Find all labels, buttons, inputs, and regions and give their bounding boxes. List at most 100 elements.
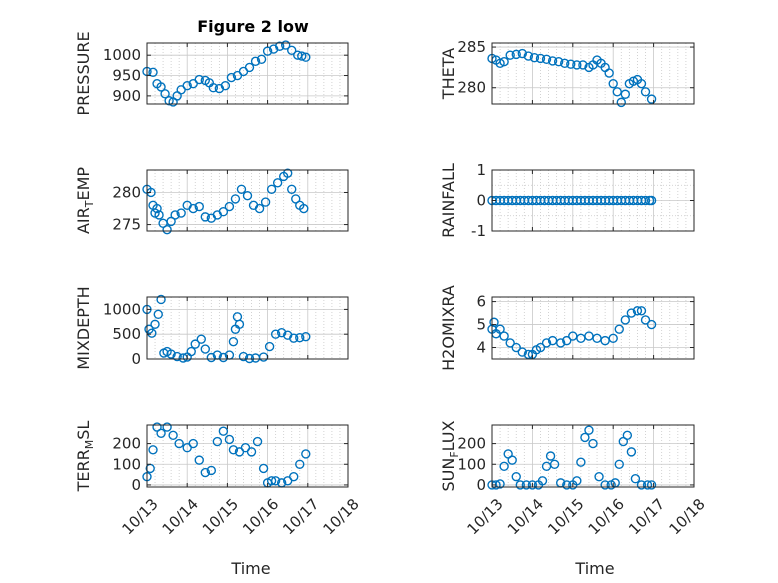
data-point [194, 455, 204, 465]
data-point [162, 225, 172, 235]
data-point [252, 436, 263, 447]
y-tick-label: 950 [112, 67, 141, 85]
y-axis-label: AIRTEMP [74, 167, 96, 234]
data-point [640, 87, 651, 97]
y-tick-label: 500 [112, 325, 141, 343]
data-point [154, 210, 164, 220]
data-point [182, 80, 192, 91]
data-point [274, 41, 285, 51]
data-point [244, 62, 255, 73]
data-point [495, 324, 505, 334]
axes-frame [146, 42, 349, 105]
data-point [206, 465, 217, 476]
data-point [511, 471, 521, 482]
data-point [600, 480, 610, 490]
data-point [636, 306, 647, 316]
data-point [287, 45, 297, 56]
data-point [250, 353, 261, 363]
data-point [511, 342, 521, 353]
data-point [200, 212, 210, 222]
data-point [614, 459, 624, 469]
data-point [264, 341, 275, 352]
subplot-1: 900 950 1000 PRESSURE [74, 31, 349, 116]
data-point [299, 203, 309, 214]
data-point [572, 476, 582, 486]
data-point [170, 210, 180, 220]
data-point [162, 422, 172, 432]
data-point [505, 50, 515, 60]
data-point [541, 338, 552, 348]
data-point [166, 349, 176, 359]
x-tick-label: 10/17 [625, 495, 668, 538]
y-tick-label: 0 [476, 476, 486, 494]
data-point [250, 56, 261, 66]
data-point [301, 449, 311, 459]
data-point [206, 352, 217, 363]
data-point [174, 438, 184, 449]
x-axis-label-right: Time [574, 559, 614, 578]
y-tick-label: 100 [112, 455, 141, 473]
x-tick-label: 10/15 [544, 495, 587, 538]
y-tick-label: 0 [131, 476, 141, 494]
y-tick-label: -1 [471, 222, 486, 240]
data-point [160, 89, 170, 99]
y-axis-label: RAINFALL [439, 163, 458, 238]
data-point [646, 319, 657, 330]
data-point [529, 52, 540, 63]
data-point [254, 203, 265, 214]
data-point [541, 54, 552, 64]
data-point [196, 334, 206, 344]
data-point [576, 457, 586, 467]
data-point [188, 203, 198, 214]
data-point [266, 476, 277, 486]
data-point [622, 430, 633, 441]
data-point [297, 51, 307, 61]
subplot-4: -1 0 1 RAINFALL [439, 161, 695, 240]
axes-frame [146, 424, 349, 488]
axes-frame [491, 424, 695, 488]
data-point [576, 333, 586, 344]
data-point [190, 339, 200, 349]
data-point [594, 471, 604, 482]
data-point [515, 480, 525, 490]
data-point [640, 315, 651, 325]
data-point [266, 184, 277, 194]
y-tick-label: 4 [476, 339, 486, 357]
data-point [270, 329, 281, 339]
y-tick-label: 1000 [103, 46, 141, 64]
data-point [295, 459, 305, 469]
data-point [156, 82, 166, 92]
data-point [640, 195, 651, 206]
data-point [527, 480, 538, 490]
y-tick-label: 0 [131, 350, 141, 368]
data-point [212, 436, 223, 447]
data-point [646, 94, 657, 104]
y-tick-label: 280 [457, 79, 486, 97]
data-point [220, 80, 231, 91]
data-point [517, 347, 527, 357]
y-axis-label: H2OMIXRA [439, 285, 458, 371]
data-point [636, 78, 647, 89]
y-axis-label: TERRMSL [74, 421, 96, 493]
data-point [620, 89, 631, 99]
data-point [592, 333, 602, 344]
y-tick-label: 200 [457, 435, 486, 453]
subplot-5: 0 500 1000 MIXDEPTH [74, 286, 349, 370]
data-point [238, 351, 249, 362]
x-tick-label: 10/14 [159, 495, 202, 538]
data-point [608, 333, 618, 344]
data-point [289, 471, 299, 482]
y-tick-label: 1 [476, 161, 486, 179]
x-tick-label: 10/14 [504, 495, 547, 538]
data-point [301, 52, 311, 62]
axes-frame [491, 296, 695, 360]
data-point [614, 324, 624, 334]
x-tick-label: 10/13 [463, 495, 506, 538]
data-point [642, 480, 653, 490]
data-point [208, 83, 219, 93]
data-point [194, 201, 204, 212]
data-point [511, 49, 521, 60]
data-point [626, 447, 637, 457]
y-axis-label: PRESSURE [74, 31, 93, 115]
